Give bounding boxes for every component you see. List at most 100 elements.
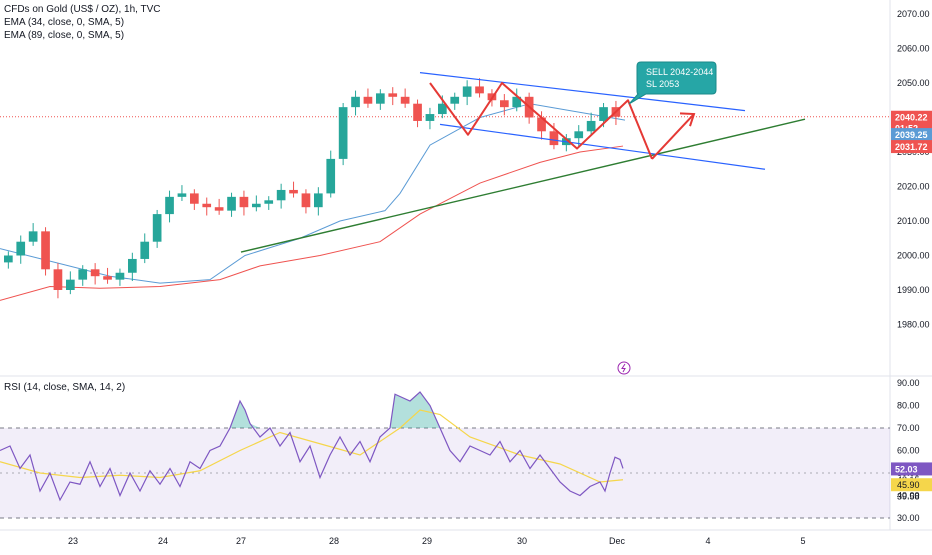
rsi-value-badge-bg: [891, 462, 932, 476]
candle-body: [537, 117, 546, 132]
candle-body: [252, 203, 261, 208]
rsi-line: [0, 391, 624, 502]
ema89-line: [0, 145, 624, 301]
rsi-legend: RSI (14, close, SMA, 14, 2): [4, 382, 126, 393]
rsi-tick-label: 30.00: [897, 513, 920, 523]
candle-body: [264, 200, 274, 204]
candle-body: [28, 231, 38, 242]
candle-body: [475, 86, 484, 94]
sell-callout-box: [628, 61, 717, 105]
rsi-ma-badge-text: 45.90: [897, 480, 920, 490]
time-tick-label: 24: [158, 536, 168, 546]
candle-body: [190, 193, 199, 204]
candle-body: [289, 189, 298, 194]
last-price-badge-text: 2040.22: [895, 113, 928, 123]
candle-body: [177, 193, 187, 197]
price-tick-label: 2020.00: [897, 182, 930, 192]
price-tick-label: 2000.00: [897, 251, 930, 261]
symbol-legend: CFDs on Gold (US$ / OZ), 1h, TVC: [4, 4, 161, 15]
ema89-legend: EMA (89, close, 0, SMA, 5): [4, 30, 125, 41]
sell-callout-line2: SL 2053: [646, 79, 679, 89]
candle-body: [115, 272, 125, 280]
candle-body: [450, 96, 460, 104]
channel-lower-line: [439, 123, 766, 170]
candle-body: [425, 114, 435, 121]
rsi-tick-label: 60.00: [897, 446, 920, 456]
rsi-tick-label: 80.00: [897, 401, 920, 411]
time-tick-label: 29: [422, 536, 432, 546]
rsi-value-badge-text: 52.03: [895, 464, 918, 474]
candle-body: [202, 203, 212, 208]
rsi-tick-label: 70.00: [897, 423, 920, 433]
candle-body: [41, 231, 50, 270]
candle-body: [90, 269, 100, 277]
candle-body: [400, 96, 410, 104]
candle-body: [512, 96, 522, 108]
time-tick-label: 23: [68, 536, 78, 546]
rsi-tick-label: 90.00: [897, 378, 920, 388]
ema89-badge-text: 2031.72: [895, 142, 928, 152]
candle-body: [413, 103, 422, 121]
ema34-badge-text: 2039.25: [895, 130, 928, 140]
price-tick-label: 1980.00: [897, 320, 930, 330]
price-tick-label: 2070.00: [897, 9, 930, 19]
candle-body: [376, 93, 385, 104]
time-tick-label: Dec: [609, 536, 626, 546]
candle-body: [363, 96, 373, 104]
candle-body: [214, 207, 224, 211]
channel-upper-line: [419, 72, 746, 112]
event-bolt-glyph: [621, 363, 626, 373]
time-tick-label: 27: [236, 536, 246, 546]
rsi-ma-badge-bg: [891, 478, 932, 492]
candle-body: [128, 258, 137, 273]
rsi-ma-line: [0, 409, 624, 483]
candle-body: [438, 103, 447, 115]
candle-body: [549, 131, 559, 146]
price-tick-label: 2060.00: [897, 44, 930, 54]
candle-body: [152, 214, 162, 242]
candle-body: [66, 279, 75, 290]
time-tick-label: 30: [517, 536, 527, 546]
rsi-lower-value: 39.58: [897, 491, 920, 501]
candle-body: [338, 107, 348, 159]
candle-body: [103, 276, 112, 280]
candle-body: [140, 241, 150, 259]
price-tick-label: 2050.00: [897, 78, 930, 88]
ema34-line: [0, 103, 626, 284]
rsi-tick-label: 40.00: [897, 491, 920, 501]
candle-body: [586, 120, 596, 132]
candle-body: [78, 269, 88, 280]
projection-arrow-shaft: [651, 113, 695, 160]
time-tick-label: 5: [800, 536, 805, 546]
uptrend-line: [240, 118, 806, 253]
candle-body: [500, 100, 509, 108]
candle-body: [351, 96, 360, 108]
candle-body: [53, 269, 63, 290]
price-tick-label: 2010.00: [897, 216, 930, 226]
price-pattern-path: [429, 82, 653, 160]
candle-body: [314, 193, 323, 208]
projection-arrow-head: [679, 112, 696, 127]
candle-body: [16, 241, 26, 256]
time-tick-label: 4: [705, 536, 710, 546]
candle-body: [599, 107, 608, 121]
event-bolt-icon: [617, 361, 631, 375]
ema34-legend: EMA (34, close, 0, SMA, 5): [4, 17, 125, 28]
candle-body: [326, 158, 336, 194]
ema34-badge-bg: [891, 128, 932, 142]
rsi-overbought-fill: [0, 392, 623, 428]
candle-body: [239, 196, 249, 208]
time-tick-label: 28: [329, 536, 339, 546]
candle-body: [165, 196, 174, 215]
candle-body: [301, 193, 311, 208]
candle-body: [227, 196, 236, 211]
candle-body: [4, 255, 13, 263]
candle-body: [388, 93, 398, 97]
candle-body: [462, 86, 472, 97]
ema89-badge-bg: [891, 140, 932, 154]
candle-body: [276, 189, 286, 201]
sell-callout-line1: SELL 2042-2044: [646, 67, 713, 77]
candle-body: [574, 131, 584, 139]
